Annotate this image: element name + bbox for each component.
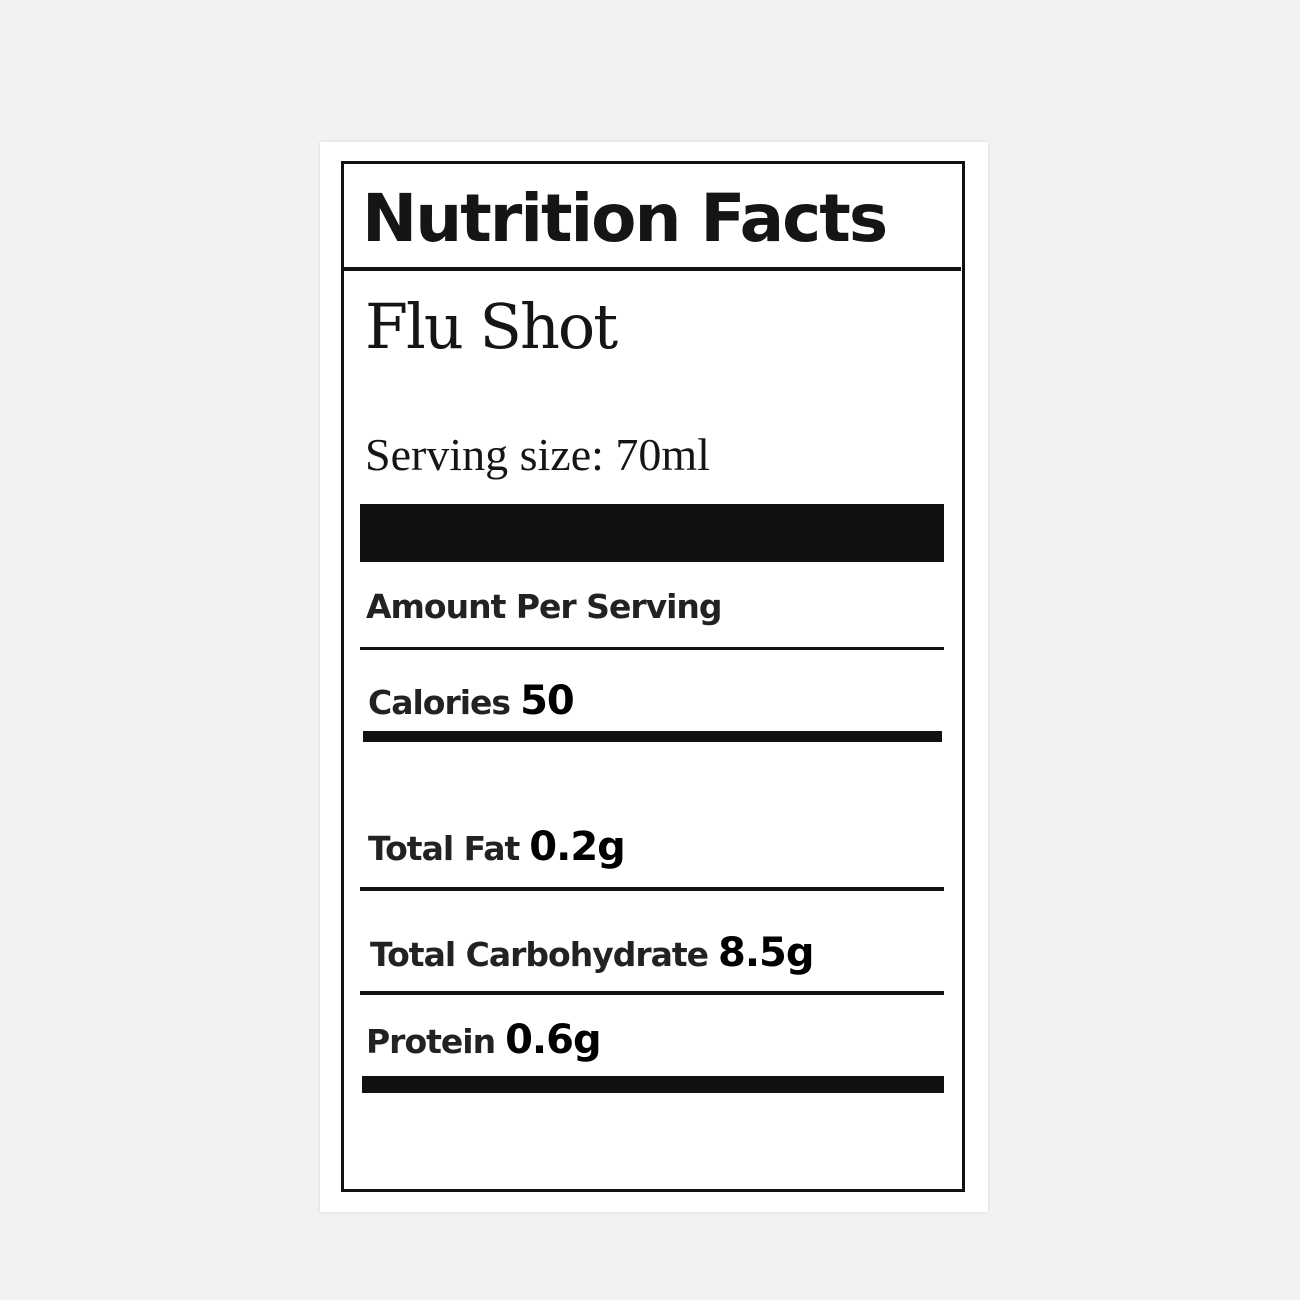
row-value: 0.6g (505, 1017, 601, 1063)
row-name: Calories (368, 683, 511, 722)
amount-per-serving: Amount Per Serving (366, 587, 723, 626)
total-carbohydrate-row: Total Carbohydrate 8.5g (370, 930, 815, 976)
calories-row: Calories 50 (368, 678, 575, 724)
total-fat-row: Total Fat 0.2g (368, 824, 626, 870)
label-title: Nutrition Facts (362, 180, 888, 257)
divider (360, 887, 944, 891)
row-name: Protein (366, 1022, 496, 1061)
nutrition-label-border (341, 161, 965, 1192)
title-divider (343, 267, 961, 271)
row-name: Total Fat (368, 829, 520, 868)
row-value: 0.2g (529, 824, 625, 870)
divider (360, 647, 944, 650)
label-card (320, 142, 988, 1212)
protein-row: Protein 0.6g (366, 1017, 602, 1063)
row-name: Total Carbohydrate (370, 935, 709, 974)
product-name: Flu Shot (365, 290, 618, 363)
thick-divider (363, 731, 942, 742)
row-value: 8.5g (718, 930, 814, 976)
serving-size: Serving size: 70ml (365, 429, 710, 480)
row-value: 50 (520, 678, 575, 724)
thick-divider (362, 1076, 944, 1093)
thick-bar (360, 504, 944, 562)
divider (360, 991, 944, 995)
